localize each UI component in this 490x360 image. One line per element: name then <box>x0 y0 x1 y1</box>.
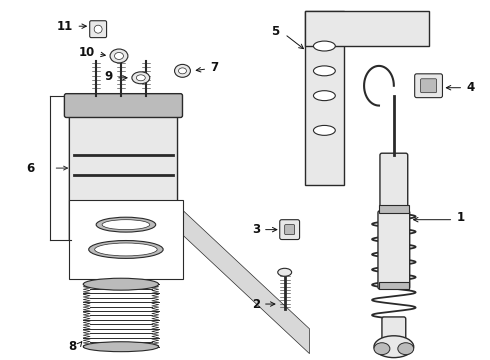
Ellipse shape <box>136 75 145 81</box>
Polygon shape <box>156 185 310 354</box>
Ellipse shape <box>278 268 292 276</box>
FancyBboxPatch shape <box>285 225 294 235</box>
FancyBboxPatch shape <box>415 74 442 98</box>
Ellipse shape <box>83 342 159 352</box>
Text: 4: 4 <box>466 81 474 94</box>
FancyBboxPatch shape <box>70 112 177 242</box>
Ellipse shape <box>314 66 335 76</box>
Ellipse shape <box>178 68 187 74</box>
Text: 5: 5 <box>271 24 280 38</box>
FancyBboxPatch shape <box>420 79 437 93</box>
Ellipse shape <box>314 41 335 51</box>
Ellipse shape <box>174 64 191 77</box>
Ellipse shape <box>94 25 102 33</box>
Bar <box>305 11 429 46</box>
Bar <box>379 282 409 289</box>
Text: 7: 7 <box>210 61 219 75</box>
FancyBboxPatch shape <box>90 21 107 37</box>
Ellipse shape <box>132 72 150 84</box>
Bar <box>379 205 409 213</box>
Bar <box>305 11 344 185</box>
Ellipse shape <box>95 243 157 256</box>
Text: 1: 1 <box>456 211 465 224</box>
Text: 11: 11 <box>57 20 74 33</box>
Text: 10: 10 <box>79 46 95 59</box>
Ellipse shape <box>110 49 128 63</box>
Bar <box>70 200 183 279</box>
FancyBboxPatch shape <box>64 94 182 117</box>
Ellipse shape <box>374 343 390 355</box>
Text: 2: 2 <box>252 297 260 311</box>
Ellipse shape <box>115 53 123 59</box>
Text: 6: 6 <box>26 162 35 175</box>
FancyBboxPatch shape <box>280 220 299 239</box>
Ellipse shape <box>96 217 156 232</box>
Ellipse shape <box>102 220 150 230</box>
FancyBboxPatch shape <box>380 153 408 212</box>
Ellipse shape <box>83 278 159 290</box>
Ellipse shape <box>374 336 414 357</box>
Text: 9: 9 <box>105 70 113 83</box>
Text: 3: 3 <box>252 223 260 236</box>
Ellipse shape <box>89 240 163 258</box>
Ellipse shape <box>314 91 335 100</box>
Text: 8: 8 <box>68 340 76 353</box>
Ellipse shape <box>314 125 335 135</box>
Ellipse shape <box>398 343 414 355</box>
FancyBboxPatch shape <box>382 317 406 341</box>
FancyBboxPatch shape <box>378 211 410 289</box>
